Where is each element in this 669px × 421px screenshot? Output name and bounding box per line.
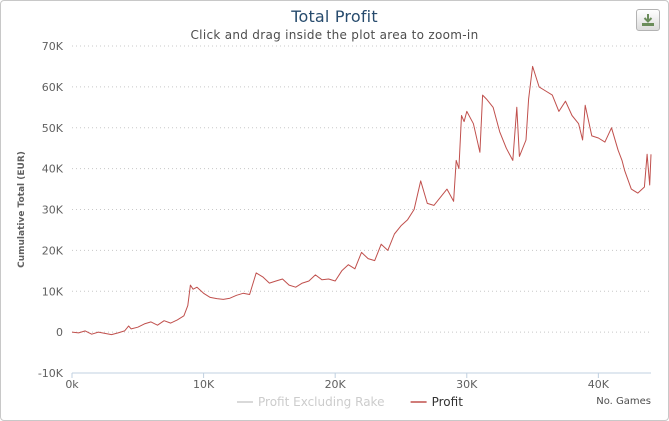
legend-label[interactable]: Profit Excluding Rake <box>258 395 384 409</box>
y-tick-label: 0 <box>56 326 63 339</box>
y-tick-label: -10K <box>38 367 64 380</box>
chart-subtitle: Click and drag inside the plot area to z… <box>190 28 479 42</box>
y-axis-title: Cumulative Total (EUR) <box>17 151 27 268</box>
y-tick-label: 50K <box>42 122 64 135</box>
y-tick-label: 10K <box>42 285 64 298</box>
x-tick-label: 0k <box>65 378 79 391</box>
y-tick-label: 40K <box>42 163 64 176</box>
y-tick-label: 60K <box>42 81 64 94</box>
y-tick-label: 30K <box>42 204 64 217</box>
download-icon <box>642 14 654 26</box>
x-tick-label: 10K <box>193 378 215 391</box>
x-tick-label: 20K <box>325 378 347 391</box>
series-line-1[interactable] <box>71 65 652 336</box>
chart-title: Total Profit <box>291 7 378 26</box>
x-tick-label: 30K <box>456 378 478 391</box>
export-button[interactable] <box>636 9 660 31</box>
y-tick-label: 20K <box>42 244 64 257</box>
x-tick-label: 40K <box>588 378 610 391</box>
y-tick-label: 70K <box>42 40 64 53</box>
legend-label[interactable]: Profit <box>432 395 464 409</box>
x-axis-title: No. Games <box>596 396 651 407</box>
